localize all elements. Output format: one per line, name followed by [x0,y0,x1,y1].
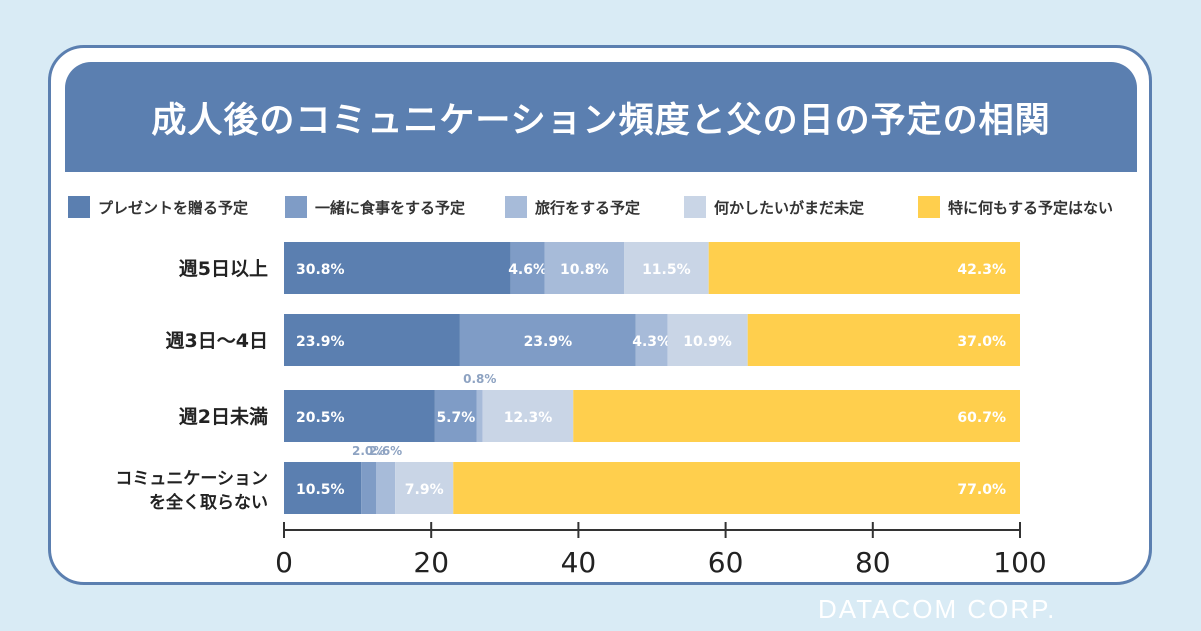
legend-item-none: 特に何もする予定はない [918,196,1113,218]
data-label: 60.7% [957,410,1006,426]
data-label: 23.9% [296,334,345,350]
bar-segment [459,314,636,366]
legend-item-undecided: 何かしたいがまだ未定 [684,196,864,218]
data-label: 4.3% [632,334,671,350]
x-tick-label: 40 [561,546,597,579]
legend-swatch-none [918,196,940,218]
bar-segment [453,462,1020,514]
bar-segment [510,242,545,294]
data-label: 2.0% [352,444,385,458]
x-tick-label: 20 [413,546,449,579]
data-label: 23.9% [524,334,573,350]
bar-segment [434,390,477,442]
bar-segment [284,314,460,366]
title-bar: 成人後のコミュニケーション頻度と父の日の予定の相関 [65,62,1137,172]
legend-label-meal: 一緒に食事をする予定 [315,198,466,217]
category-label: 週2日未満 [179,405,268,428]
bar-segment [361,462,376,514]
x-tick-label: 0 [275,546,293,579]
bar-segment [476,390,483,442]
legend: プレゼントを贈る予定 一緒に食事をする予定 旅行をする予定 何かしたいがまだ未定… [0,196,1201,220]
legend-label-none: 特に何もする予定はない [948,198,1114,217]
legend-item-meal: 一緒に食事をする予定 [285,196,465,218]
legend-label-undecided: 何かしたいがまだ未定 [714,198,865,217]
bar-segment [624,242,709,294]
category-label: 週3日〜4日 [166,330,268,352]
chart-title: 成人後のコミュニケーション頻度と父の日の予定の相関 [151,100,1051,141]
legend-label-travel: 旅行をする予定 [535,198,641,217]
legend-swatch-undecided [684,196,706,218]
bar-segment [708,242,1020,294]
data-label: 0.8% [463,372,496,386]
data-label: 12.3% [504,410,553,426]
legend-item-travel: 旅行をする予定 [505,196,640,218]
data-label: 7.9% [405,482,444,498]
bar-segment [573,390,1020,442]
x-tick-label: 80 [855,546,891,579]
x-tick-label: 60 [708,546,744,579]
bar-segment [635,314,668,366]
bar-segment [284,242,511,294]
bar-segment [284,462,362,514]
data-label: 11.5% [642,262,691,278]
category-label: 週5日以上 [179,258,268,280]
data-label: 37.0% [957,334,1006,350]
data-label: 30.8% [296,262,345,278]
legend-label-present: プレゼントを贈る予定 [98,198,249,217]
watermark: DATACOM CORP. [818,594,1057,624]
bar-segment [544,242,625,294]
data-label: 5.7% [436,410,475,426]
bar-segment [284,390,435,442]
x-tick-label: 100 [993,546,1046,579]
legend-swatch-present [68,196,90,218]
legend-swatch-travel [505,196,527,218]
bar-segment [376,462,396,514]
legend-swatch-meal [285,196,307,218]
category-label: を全く取らない [149,492,268,513]
data-label: 10.8% [560,262,609,278]
bar-segment [747,314,1020,366]
category-label: コミュニケーション [115,469,268,489]
bar-segment [482,390,574,442]
data-label: 10.9% [683,334,732,350]
legend-item-present: プレゼントを贈る予定 [68,196,248,218]
bar-segment [395,462,454,514]
data-label: 42.3% [957,262,1006,278]
data-label: 2.6% [369,444,402,458]
data-label: 20.5% [296,410,345,426]
data-label: 10.5% [296,482,345,498]
data-label: 77.0% [957,482,1006,498]
bar-segment [667,314,748,366]
data-label: 4.6% [508,262,547,278]
